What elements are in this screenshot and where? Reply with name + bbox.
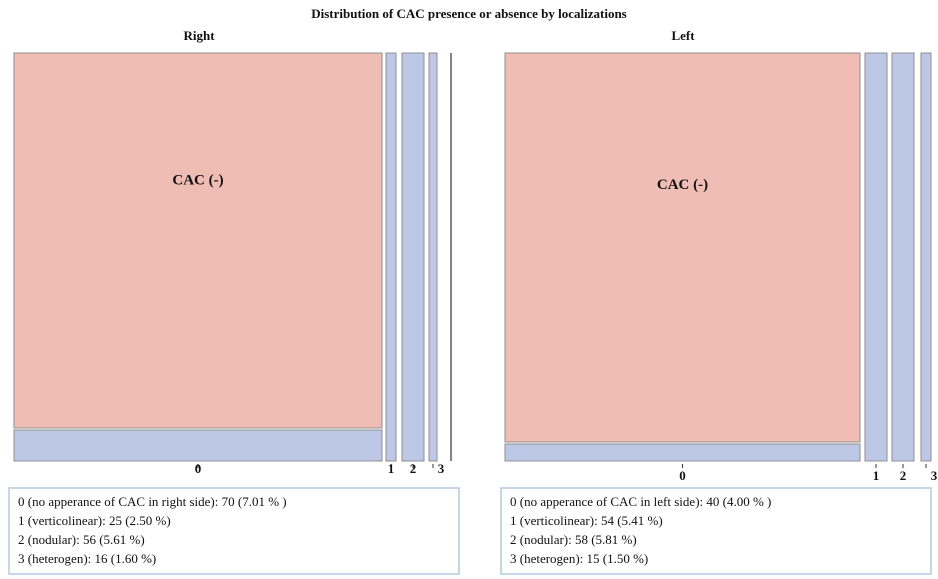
tick-label-0: 0	[195, 461, 202, 476]
mosaic-plot-right: CAC (-) 0 1 2 3	[13, 52, 452, 476]
tile-cat2	[891, 52, 915, 462]
legend-item-1: 1 (verticolinear): 25 (2.50 %)	[18, 513, 171, 528]
legend-item-1: 1 (verticolinear): 54 (5.41 %)	[510, 513, 663, 528]
legend-item-3: 3 (heterogen): 16 (1.60 %)	[18, 551, 157, 566]
legend-item-0: 0 (no apperance of CAC in right side): 7…	[18, 494, 287, 509]
tile-cat0-cac-negative	[13, 52, 383, 429]
legend-right: 0 (no apperance of CAC in right side): 7…	[8, 487, 460, 575]
mosaic-plot-left: CAC (-) 0 1 2 3	[504, 52, 938, 483]
cell-label: CAC (-)	[172, 172, 223, 188]
tile-cat3	[428, 52, 438, 462]
tile-cat1	[864, 52, 888, 462]
tile-cat2	[401, 52, 425, 462]
tile-cat3	[920, 52, 932, 462]
panel-title-right: Right	[183, 28, 215, 43]
chart-title: Distribution of CAC presence or absence …	[311, 6, 627, 21]
tile-cat0-cac-positive	[13, 429, 383, 462]
legend-item-2: 2 (nodular): 58 (5.81 %)	[510, 532, 637, 547]
tick-label-2: 2	[900, 468, 907, 483]
tick-label-1: 1	[873, 468, 880, 483]
tile-cat0-cac-positive	[504, 443, 861, 462]
cell-label: CAC (-)	[657, 177, 708, 193]
panel-title-left: Left	[671, 28, 695, 43]
legend-item-0: 0 (no apperance of CAC in left side): 40…	[510, 494, 772, 509]
legend-item-2: 2 (nodular): 56 (5.61 %)	[18, 532, 145, 547]
tile-cat0-cac-negative	[504, 52, 861, 443]
tick-label-1: 1	[388, 461, 395, 476]
tile-cat1	[385, 52, 397, 462]
tick-label-3: 3	[931, 468, 938, 483]
legend-left: 0 (no apperance of CAC in left side): 40…	[500, 487, 932, 575]
tick-label-2: 2	[410, 461, 417, 476]
legend-item-3: 3 (heterogen): 15 (1.50 %)	[510, 551, 649, 566]
tick-label-0: 0	[679, 468, 686, 483]
tick-label-3: 3	[438, 461, 445, 476]
